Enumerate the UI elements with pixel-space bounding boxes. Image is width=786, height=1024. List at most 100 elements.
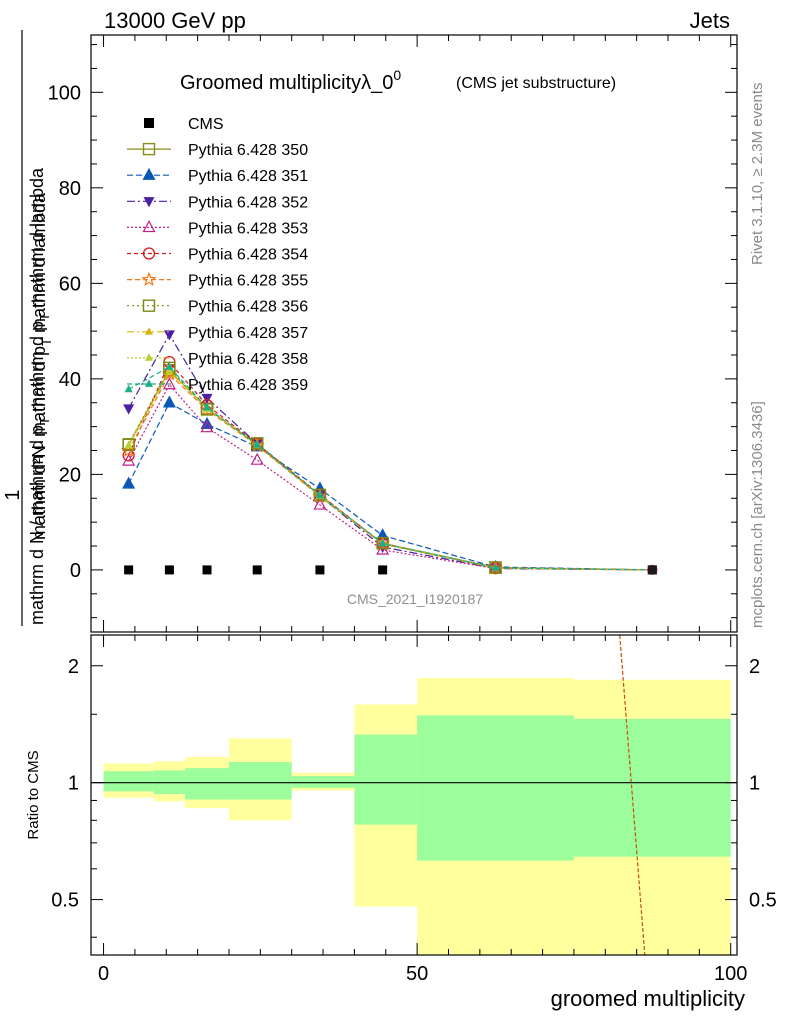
- series-point: [161, 366, 177, 381]
- legend-label: Pythia 6.428 354: [188, 247, 308, 264]
- header-jets-label: Jets: [690, 8, 730, 33]
- series-point: [378, 539, 387, 547]
- series-line: [128, 383, 653, 571]
- ratio-y-tick-label-right: 2: [749, 656, 760, 678]
- series-point: [202, 402, 212, 411]
- series-point: [375, 536, 391, 551]
- main-y-tick-label: 80: [59, 178, 81, 200]
- series-point: [163, 330, 175, 341]
- cms-data-point: [164, 565, 174, 575]
- legend-label: Pythia 6.428 352: [188, 194, 308, 211]
- series-point: [122, 438, 135, 451]
- y-label-den-b: T: [37, 417, 52, 425]
- header-energy-label: 13000 GeV pp: [104, 8, 246, 33]
- legend-marker: [141, 271, 157, 286]
- y-label-num-b: mathrm d p: [29, 346, 49, 437]
- main-y-tick-label: 0: [70, 560, 81, 582]
- x-axis-label: groomed multiplicity: [551, 986, 745, 1011]
- series-line: [128, 333, 653, 571]
- ratio-y-tick-label: 0.5: [51, 890, 79, 912]
- series-point: [124, 384, 133, 393]
- main-y-tick-label: 100: [48, 82, 81, 104]
- y-label-num-c: T: [39, 338, 54, 346]
- main-y-axis: 0 20 40 60 80 100: [48, 44, 737, 619]
- ratio-inner-band: [417, 715, 574, 861]
- main-frame: [90, 34, 738, 633]
- ratio-inner-band: [573, 718, 731, 857]
- ratio-y-tick-label-right: 0.5: [749, 890, 777, 912]
- series-line: [128, 366, 653, 571]
- series-point: [162, 395, 176, 408]
- series-point: [313, 488, 327, 502]
- ratio-inner-band: [185, 768, 229, 800]
- cms-data-point: [124, 565, 134, 575]
- ratio-inner-band: [228, 762, 292, 800]
- main-y-tick-label: 40: [59, 369, 81, 391]
- legend-marker: [144, 353, 154, 361]
- series-point: [199, 401, 215, 417]
- watermark: CMS_2021_I1920187: [347, 591, 483, 607]
- main-y-axis-label: 1 mathrm d²Nmathrm d pT mathrm d lambda …: [2, 30, 54, 626]
- chart-title-main: Groomed multiplicityλ_0: [180, 72, 393, 94]
- series-point: [122, 476, 136, 489]
- series-point: [491, 563, 500, 571]
- main-plot-area: [121, 330, 658, 576]
- legend-label: Pythia 6.428 350: [188, 142, 308, 159]
- last-bin-cms-point: [647, 565, 657, 575]
- legend-label: Pythia 6.428 351: [188, 168, 308, 185]
- series-point: [313, 497, 327, 510]
- x-tick-label: 50: [406, 963, 428, 985]
- main-y-tick-label: 20: [59, 464, 81, 486]
- cms-data-point: [252, 565, 262, 575]
- legend-label: Pythia 6.428 358: [188, 351, 308, 368]
- legend-marker: [142, 247, 156, 260]
- cms-data-point: [202, 565, 212, 575]
- legend-marker-cms: [144, 118, 154, 128]
- y-label-num-d: mathrm d lambda: [29, 192, 49, 338]
- series-point: [315, 490, 324, 499]
- ratio-mc-line: [619, 635, 646, 955]
- legend-marker: [144, 327, 154, 335]
- legend-marker: [143, 197, 155, 208]
- ratio-inner-band: [291, 776, 355, 788]
- legend-label: Pythia 6.428 359: [188, 377, 308, 394]
- ratio-y-label: Ratio to CMS: [25, 750, 42, 839]
- ratio-frame: [90, 634, 738, 956]
- series-line: [128, 366, 653, 571]
- ratio-y-tick-label: 2: [68, 656, 79, 678]
- chart-subtitle: (CMS jet substructure): [456, 75, 616, 92]
- series-line: [128, 401, 653, 571]
- ratio-inner-band: [103, 771, 154, 792]
- x-tick-label: 0: [98, 963, 109, 985]
- legend-label: Pythia 6.428 353: [188, 220, 308, 237]
- legend-marker: [142, 220, 156, 233]
- ratio-plot-area: [91, 635, 737, 955]
- ratio-inner-band: [354, 734, 418, 825]
- series-10: [124, 362, 653, 571]
- series-point: [253, 440, 262, 448]
- chart-title: Groomed multiplicityλ_00: [180, 67, 401, 94]
- y-label-den-c: mathrm d p: [27, 321, 47, 417]
- series-point: [162, 377, 176, 390]
- series-point: [124, 440, 133, 449]
- cms-data-series: [124, 564, 658, 576]
- series-point: [312, 488, 328, 503]
- series-point: [165, 362, 174, 370]
- ratio-panel: 0.5 0.5 1 1 2 2 0 50 100 Ratio to CMS groomed mu…: [25, 634, 777, 1011]
- legend-marker: [142, 142, 156, 156]
- legend-marker: [142, 167, 156, 180]
- legend-marker: [142, 299, 156, 312]
- y-label-den-a: mathrm d N / mathrm d p: [27, 425, 47, 625]
- main-y-tick-label: 60: [59, 273, 81, 295]
- series-point: [200, 420, 214, 433]
- main-x-ticks: [103, 35, 732, 632]
- legend-label: Pythia 6.428 355: [188, 273, 308, 290]
- ratio-axes: 0.5 0.5 1 1 2 2 0 50 100: [51, 635, 777, 985]
- legend-label-cms: CMS: [188, 116, 224, 133]
- y-label-num-a: mathrm d²N: [29, 445, 49, 540]
- chart-title-superscript: 0: [393, 67, 401, 83]
- series-point: [121, 442, 137, 457]
- y-label-numerator: mathrm d²N mathrm d pT mathrm d lambda: [29, 192, 54, 540]
- cms-data-point: [378, 565, 388, 575]
